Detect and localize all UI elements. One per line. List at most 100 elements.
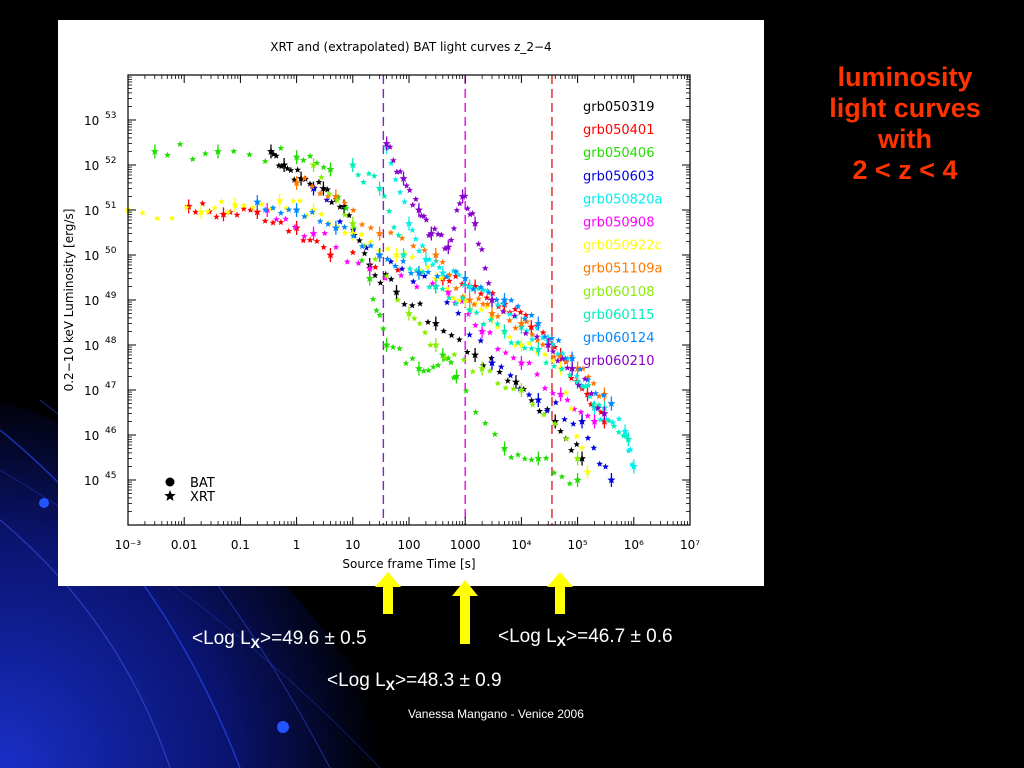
- data-point: [436, 263, 443, 271]
- data-point: [341, 199, 348, 206]
- data-point: [434, 272, 441, 280]
- data-point: [550, 362, 558, 370]
- y-tick-exponent: 52: [105, 156, 116, 166]
- data-point: [300, 156, 307, 164]
- data-point: [525, 339, 533, 346]
- data-point: [486, 329, 494, 336]
- data-point: [566, 480, 574, 487]
- data-point: [465, 295, 474, 304]
- data-point: [429, 280, 436, 287]
- data-point: [450, 374, 458, 381]
- series-grb060124: [253, 195, 616, 411]
- data-point: [204, 207, 212, 215]
- data-point: [183, 204, 190, 211]
- data-point: [325, 219, 333, 226]
- data-point: [469, 210, 476, 217]
- data-point: [452, 272, 460, 280]
- data-point: [233, 211, 241, 218]
- data-point: [397, 272, 405, 279]
- data-point: [504, 377, 512, 384]
- data-point: [324, 220, 332, 227]
- data-point: [273, 215, 280, 223]
- data-point: [576, 365, 584, 372]
- data-point: [482, 419, 489, 426]
- mean-log-lx-late: <Log LX>=46.7 ± 0.6: [498, 626, 673, 649]
- data-point: [325, 190, 333, 197]
- data-point: [564, 364, 571, 371]
- legend-entry-grb060124: grb060124: [583, 331, 654, 346]
- data-point: [510, 385, 517, 392]
- data-point: [358, 242, 366, 250]
- data-point: [595, 401, 603, 408]
- data-point: [396, 188, 404, 196]
- data-point: [340, 202, 349, 210]
- data-point: [416, 320, 424, 327]
- data-point: [517, 385, 526, 394]
- data-point: [403, 182, 410, 189]
- data-point: [341, 211, 349, 218]
- mean-log-lx-subscript: X: [250, 635, 260, 651]
- data-point: [615, 415, 623, 422]
- data-point: [522, 311, 530, 318]
- data-point: [361, 250, 368, 257]
- data-point: [452, 300, 460, 307]
- data-point: [562, 358, 570, 365]
- mean-log-lx-subscript: X: [385, 677, 395, 693]
- data-point: [396, 345, 403, 352]
- data-point: [499, 307, 507, 315]
- data-point: [603, 415, 611, 423]
- data-point: [369, 295, 377, 303]
- legend-entry-grb050922c: grb050922c: [583, 239, 662, 254]
- data-point: [414, 268, 423, 277]
- data-point: [396, 168, 404, 175]
- data-point: [479, 286, 487, 293]
- data-point: [557, 427, 564, 434]
- data-point: [534, 319, 543, 327]
- data-point: [549, 348, 557, 355]
- data-point: [461, 192, 469, 199]
- data-point: [213, 213, 220, 220]
- legend-entry-grb050319: grb050319: [583, 100, 654, 115]
- data-point: [555, 337, 562, 344]
- data-point: [387, 275, 395, 283]
- data-point: [523, 318, 531, 325]
- data-point: [377, 279, 384, 286]
- data-point: [246, 151, 253, 158]
- x-tick-label: 10: [345, 538, 360, 552]
- data-point: [313, 159, 321, 166]
- data-point: [462, 387, 470, 394]
- data-point: [561, 415, 568, 423]
- data-point: [528, 345, 535, 352]
- data-point: [600, 417, 609, 425]
- data-point: [507, 372, 514, 379]
- y-tick-label: 10: [84, 384, 99, 398]
- data-point: [424, 318, 432, 325]
- data-point: [517, 340, 526, 349]
- data-point: [395, 231, 403, 238]
- data-point: [287, 166, 295, 174]
- data-point: [578, 417, 586, 425]
- data-point: [583, 390, 592, 398]
- data-point: [323, 196, 331, 203]
- data-point: [258, 200, 266, 207]
- data-point: [348, 160, 357, 169]
- data-point: [425, 231, 433, 239]
- x-tick-label: 1: [293, 538, 301, 552]
- data-point: [453, 206, 461, 214]
- data-point: [459, 294, 467, 301]
- data-point: [383, 273, 390, 280]
- data-point: [573, 433, 581, 440]
- data-point: [335, 193, 342, 200]
- data-point: [415, 247, 423, 254]
- data-point: [390, 156, 397, 164]
- data-point: [284, 165, 291, 172]
- y-tick-label: 10: [84, 204, 99, 218]
- data-point: [318, 173, 325, 181]
- data-point: [269, 219, 277, 226]
- data-point: [585, 381, 592, 389]
- data-point: [549, 389, 557, 397]
- data-point: [607, 475, 616, 484]
- data-point: [525, 391, 533, 398]
- data-point: [277, 144, 285, 152]
- data-point: [392, 287, 401, 296]
